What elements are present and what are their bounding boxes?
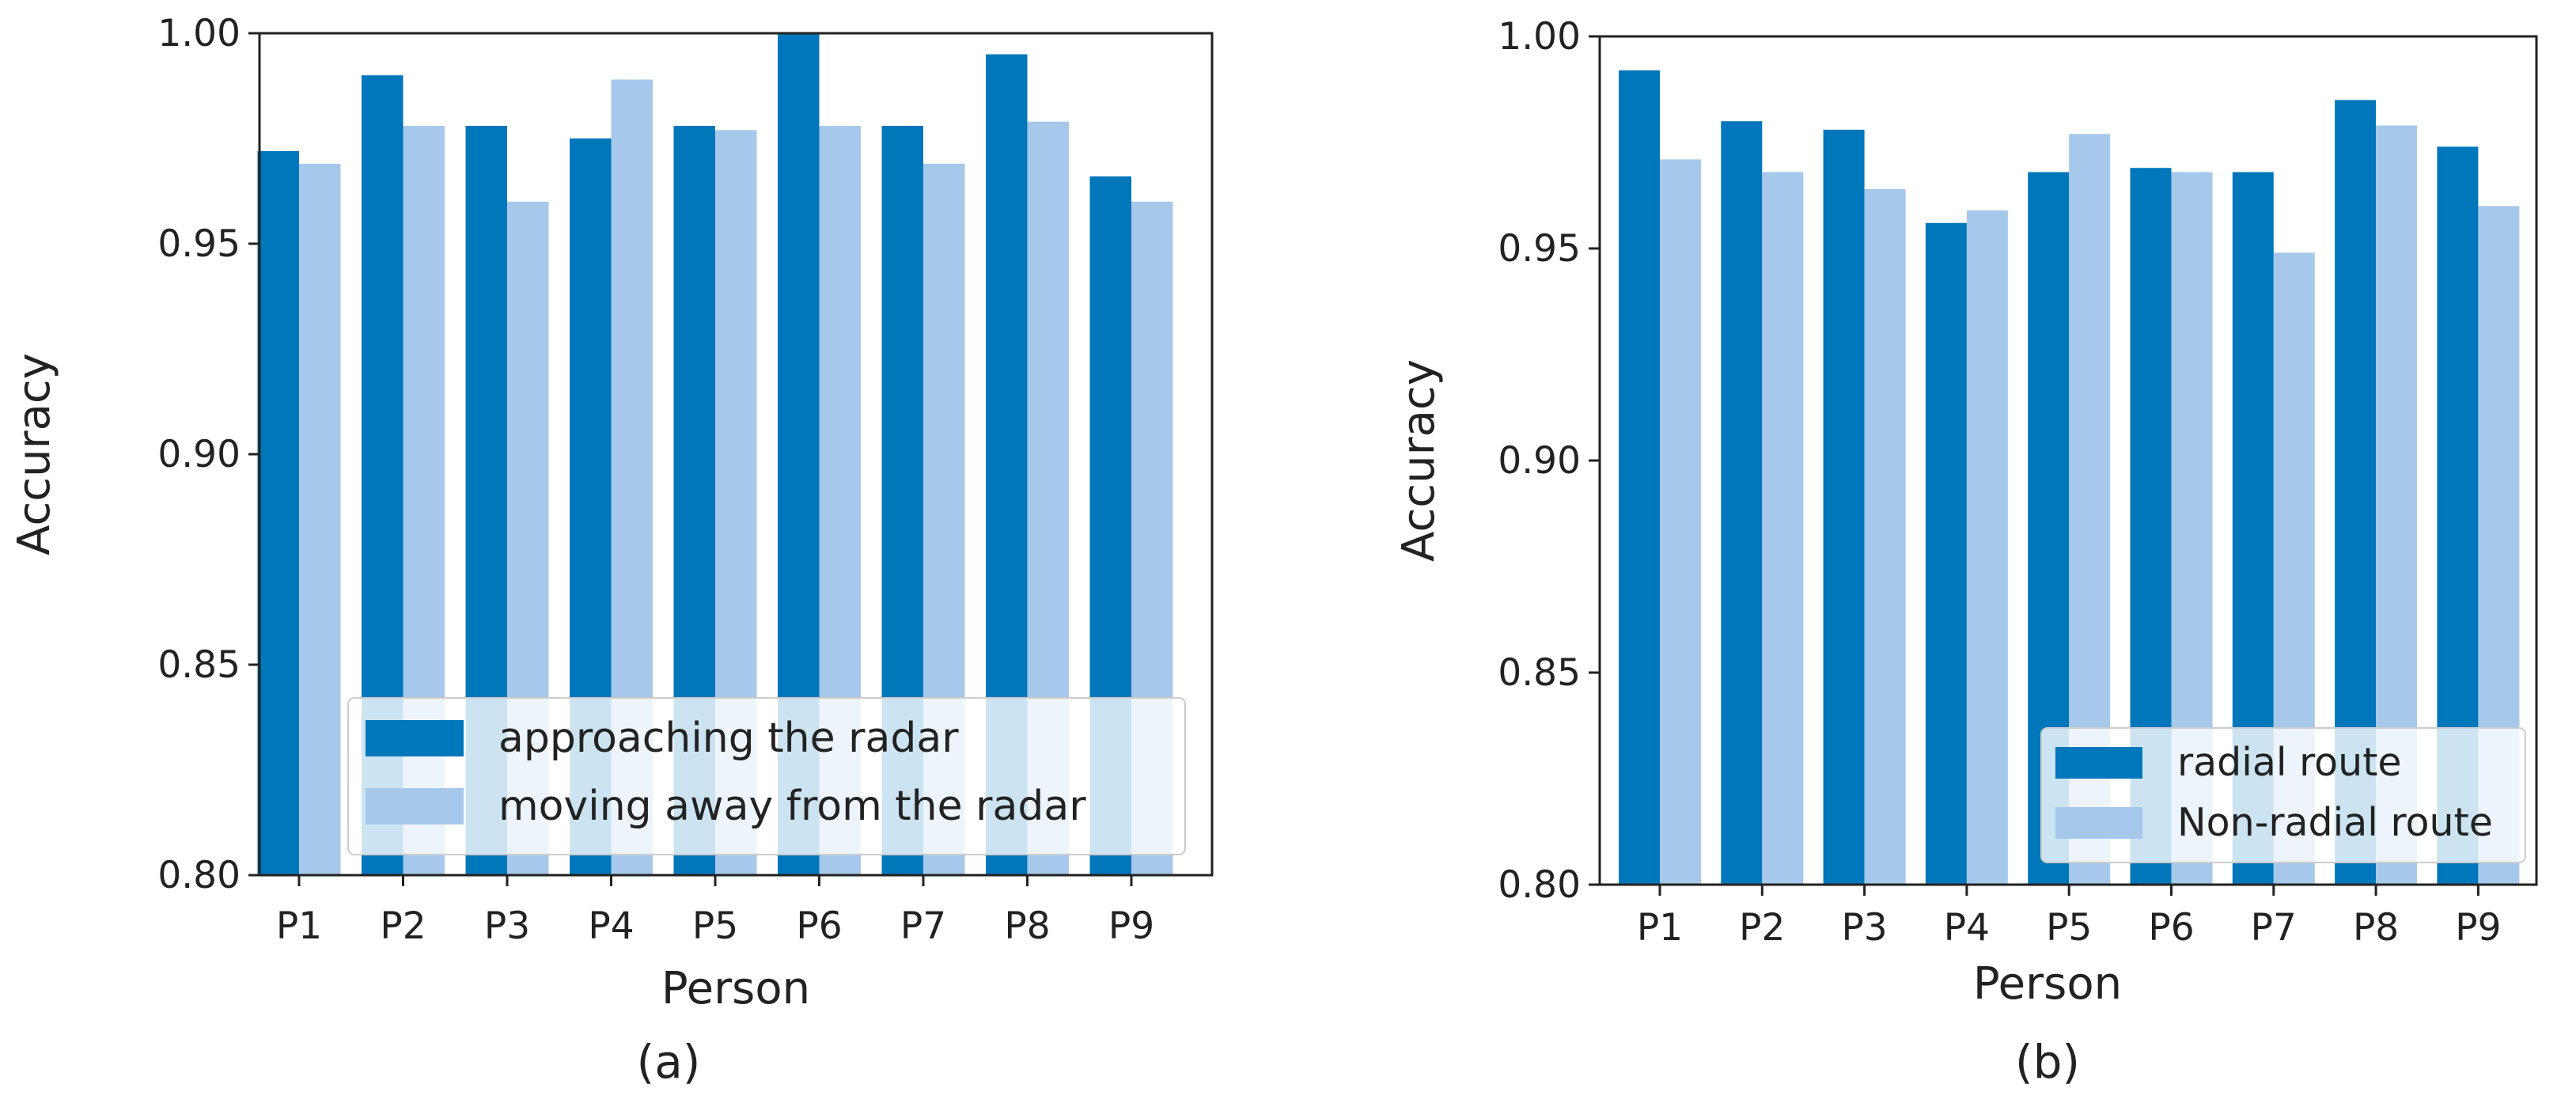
x-tick-label: P4 [588,904,634,948]
bar-b-s1-p1 [1619,70,1660,885]
legend-label-radial: radial route [2177,740,2402,785]
y-tick-label: 0.80 [1498,863,1581,907]
bar-b-s1-p2 [1721,121,1762,885]
x-tick-label: P3 [484,904,530,948]
y-tick-label: 0.80 [157,854,241,897]
caption-b: (b) [2015,1035,2080,1089]
bar-b-s1-p3 [1824,130,1865,885]
bar-b-s2-p2 [1762,172,1803,885]
y-tick-label: 0.95 [1498,227,1581,271]
chart-panel-a: 0.800.850.900.951.00 P1 P2 P3 P4 P5 P6 P7 P8 P9 … [9,12,1212,1089]
x-tick-label: P9 [2455,906,2501,950]
x-tick-label: P9 [1108,904,1154,948]
x-tick-label: P1 [1637,906,1683,950]
x-tick-label: P1 [276,904,322,948]
y-tick-label: 0.90 [1498,439,1581,483]
legend-label-approaching: approaching the radar [498,715,959,762]
x-axis-label-a: Person [661,963,810,1014]
bar-a-s2-p1 [299,164,341,875]
y-tick-label: 1.00 [157,12,241,55]
y-tick-label: 0.90 [157,433,241,476]
x-tick-label: P3 [1841,906,1887,950]
x-ticks-b: P1 P2 P3 P4 P5 P6 P7 P8 P9 [1637,885,2502,950]
x-tick-label: P8 [2353,906,2399,950]
y-ticks-b: 0.80 0.85 0.90 0.95 1.00 [1498,15,1600,907]
x-tick-label: P2 [380,904,426,948]
bar-b-s1-p4 [1926,223,1967,885]
x-tick-label: P8 [1004,904,1050,948]
bar-b-s2-p4 [1967,210,2008,885]
y-tick-label: 1.00 [1498,15,1581,59]
bar-b-s2-p1 [1660,159,1701,885]
legend-label-moving-away: moving away from the radar [498,783,1086,830]
x-tick-label: P6 [2148,906,2194,950]
legend-swatch-non-radial [2055,807,2142,839]
x-tick-label: P7 [900,904,946,948]
y-tick-label: 0.85 [1498,651,1581,695]
bar-a-s1-p1 [258,151,300,875]
legend-a: approaching the radar moving away from t… [348,698,1185,855]
x-tick-label: P2 [1739,906,1785,950]
legend-label-non-radial: Non-radial route [2177,800,2493,845]
bar-b-s2-p3 [1865,189,1906,885]
x-tick-label: P5 [2046,906,2092,950]
legend-swatch-radial [2055,747,2142,779]
x-tick-label: P7 [2251,906,2297,950]
x-ticks-a: P1 P2 P3 P4 P5 P6 P7 P8 P9 [276,875,1154,948]
x-axis-label-b: Person [1973,958,2122,1010]
x-tick-label: P5 [692,904,738,948]
y-axis-label-a: Accuracy [9,353,60,555]
chart-panel-b: 0.800.850.900.951.00 P1 P2 P3 P4 P5 P6 P7 P8 P9 … [1393,15,2536,1089]
caption-a: (a) [637,1035,701,1089]
x-tick-label: P4 [1944,906,1990,950]
y-tick-label: 0.95 [157,222,241,266]
y-ticks-a: 0.80 0.85 0.90 0.95 1.00 [157,12,259,897]
x-tick-label: P6 [796,904,842,948]
legend-swatch-approaching [366,720,464,756]
legend-swatch-moving-away [366,788,464,825]
legend-b: radial route Non-radial route [2041,728,2525,862]
y-tick-label: 0.85 [157,643,241,687]
figure: 0.800.850.900.951.00 P1 P2 P3 P4 P5 P6 P7 P8 P9 … [0,0,2576,1107]
y-axis-label-b: Accuracy [1393,359,1445,562]
